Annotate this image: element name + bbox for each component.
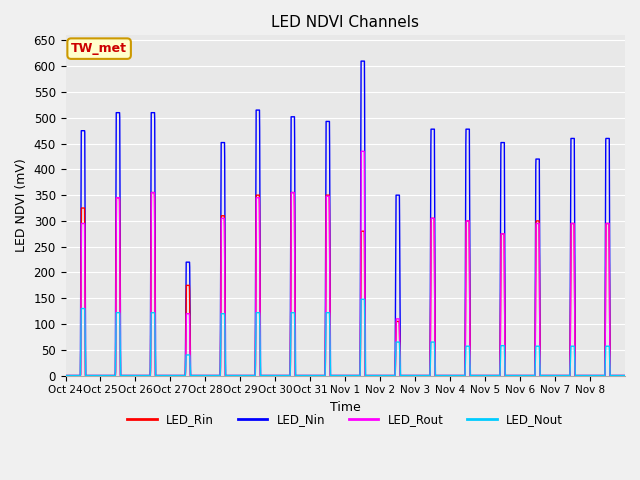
Y-axis label: LED NDVI (mV): LED NDVI (mV) <box>15 158 28 252</box>
Title: LED NDVI Channels: LED NDVI Channels <box>271 15 419 30</box>
X-axis label: Time: Time <box>330 401 360 414</box>
Legend: LED_Rin, LED_Nin, LED_Rout, LED_Nout: LED_Rin, LED_Nin, LED_Rout, LED_Nout <box>123 408 568 431</box>
Text: TW_met: TW_met <box>71 42 127 55</box>
